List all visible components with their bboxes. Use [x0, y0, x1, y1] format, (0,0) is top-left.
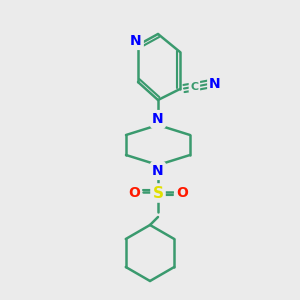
Text: N: N: [130, 34, 142, 48]
Text: O: O: [176, 186, 188, 200]
Text: O: O: [128, 186, 140, 200]
Text: N: N: [152, 164, 164, 178]
Text: S: S: [152, 185, 164, 200]
Text: C: C: [190, 82, 199, 92]
Text: N: N: [209, 77, 221, 91]
Text: N: N: [152, 112, 164, 126]
